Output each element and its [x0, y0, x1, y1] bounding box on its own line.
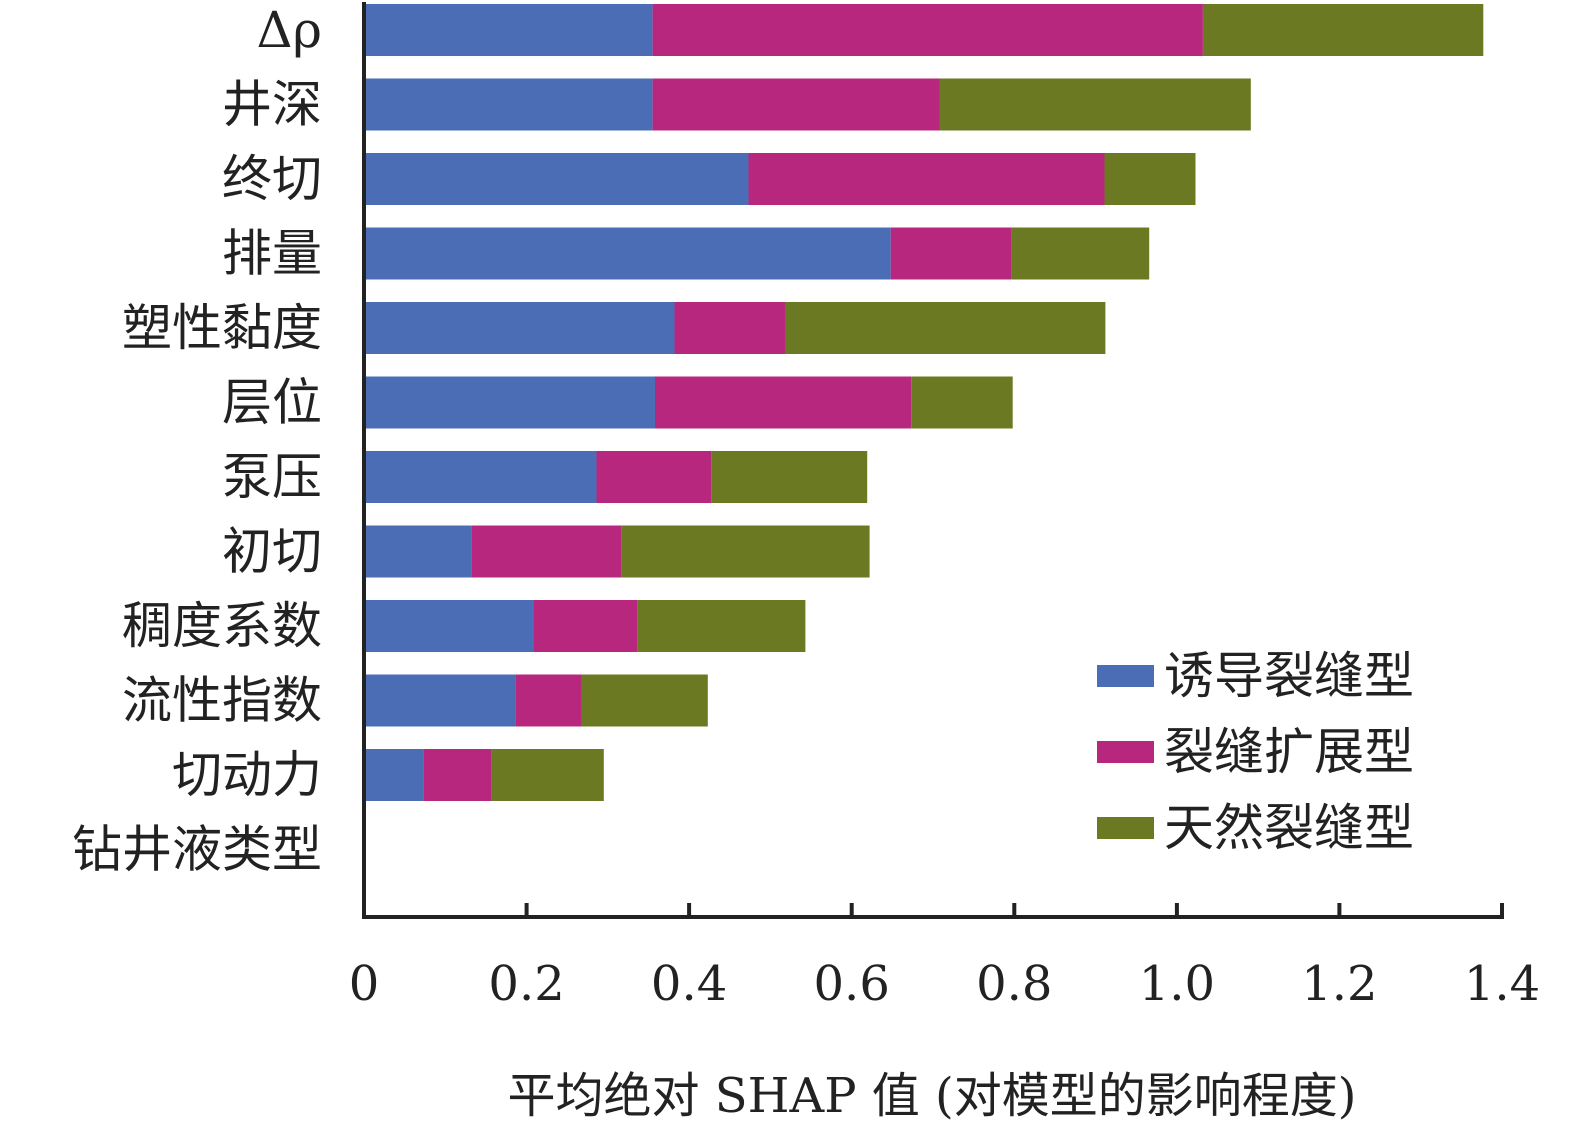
- bar-segment-1-0: [364, 78, 653, 131]
- bar-segment-5-2: [911, 376, 1013, 429]
- category-label: 井深: [222, 76, 322, 134]
- category-label: 排量: [222, 225, 322, 283]
- x-tick-label: 0.2: [488, 956, 564, 1012]
- bar-segment-9-1: [515, 674, 582, 727]
- bar-segment-7-2: [621, 525, 870, 578]
- bar-segment-4-2: [785, 302, 1106, 354]
- bar-segment-8-2: [637, 600, 806, 652]
- bar-segment-2-2: [1104, 153, 1196, 205]
- bar-segment-6-2: [711, 451, 868, 503]
- category-label: 切动力: [172, 746, 322, 804]
- bar-segment-6-1: [596, 451, 712, 503]
- category-label: 层位: [222, 374, 322, 432]
- bar-segment-9-2: [581, 674, 708, 727]
- bar-segment-2-1: [748, 153, 1105, 205]
- category-label: 终切: [222, 150, 322, 208]
- bar-segment-5-0: [364, 376, 655, 429]
- legend-swatch: [1097, 817, 1154, 839]
- legend-swatch: [1097, 741, 1154, 763]
- bar-segment-8-1: [533, 600, 638, 652]
- bar-segment-8-0: [364, 600, 534, 652]
- x-tick-label: 0.4: [651, 956, 727, 1012]
- bar-segment-0-0: [364, 4, 653, 56]
- category-label: 塑性黏度: [122, 299, 322, 357]
- axes-layer: [362, 2, 1504, 919]
- category-label: 钻井液类型: [72, 821, 322, 879]
- category-label: Δρ: [256, 1, 322, 59]
- x-tick-label: 1.4: [1464, 956, 1540, 1012]
- bar-segment-10-0: [364, 749, 424, 801]
- bar-segment-2-0: [364, 153, 749, 205]
- bar-segment-3-2: [1011, 227, 1150, 280]
- bar-segment-0-2: [1202, 4, 1484, 56]
- category-label: 泵压: [222, 448, 322, 506]
- bars-layer: [364, 4, 1484, 801]
- bar-segment-10-1: [423, 749, 492, 801]
- bar-segment-6-0: [364, 451, 597, 503]
- bar-segment-3-0: [364, 227, 891, 280]
- x-tick-label: 1.0: [1139, 956, 1215, 1012]
- x-tick-label: 0.6: [814, 956, 890, 1012]
- x-axis-title: 平均绝对 SHAP 值 (对模型的影响程度): [508, 1068, 1357, 1124]
- bar-segment-1-1: [652, 78, 940, 131]
- x-tick-label: 0: [349, 956, 380, 1012]
- legend-label: 天然裂缝型: [1164, 799, 1414, 857]
- bar-segment-7-0: [364, 525, 472, 578]
- legend-swatch: [1097, 665, 1154, 687]
- bar-segment-4-1: [674, 302, 786, 354]
- bar-segment-0-1: [652, 4, 1203, 56]
- x-tick-label: 1.2: [1301, 956, 1377, 1012]
- legend-label: 诱导裂缝型: [1164, 647, 1414, 705]
- bar-segment-7-1: [471, 525, 622, 578]
- bar-segment-10-2: [491, 749, 604, 801]
- bar-segment-5-1: [655, 376, 911, 429]
- category-label: 初切: [222, 523, 322, 581]
- bar-segment-9-0: [364, 674, 516, 727]
- category-label: 流性指数: [122, 672, 322, 730]
- category-label: 稠度系数: [122, 597, 322, 655]
- legend-label: 裂缝扩展型: [1164, 723, 1414, 781]
- bar-segment-4-0: [364, 302, 675, 354]
- bar-segment-1-2: [939, 78, 1251, 131]
- bar-segment-3-1: [890, 227, 1012, 280]
- x-ticks: 0 0.2 0.4 0.6 0.8 1.0 1.2 1.4: [349, 903, 1540, 1012]
- x-tick-label: 0.8: [976, 956, 1052, 1012]
